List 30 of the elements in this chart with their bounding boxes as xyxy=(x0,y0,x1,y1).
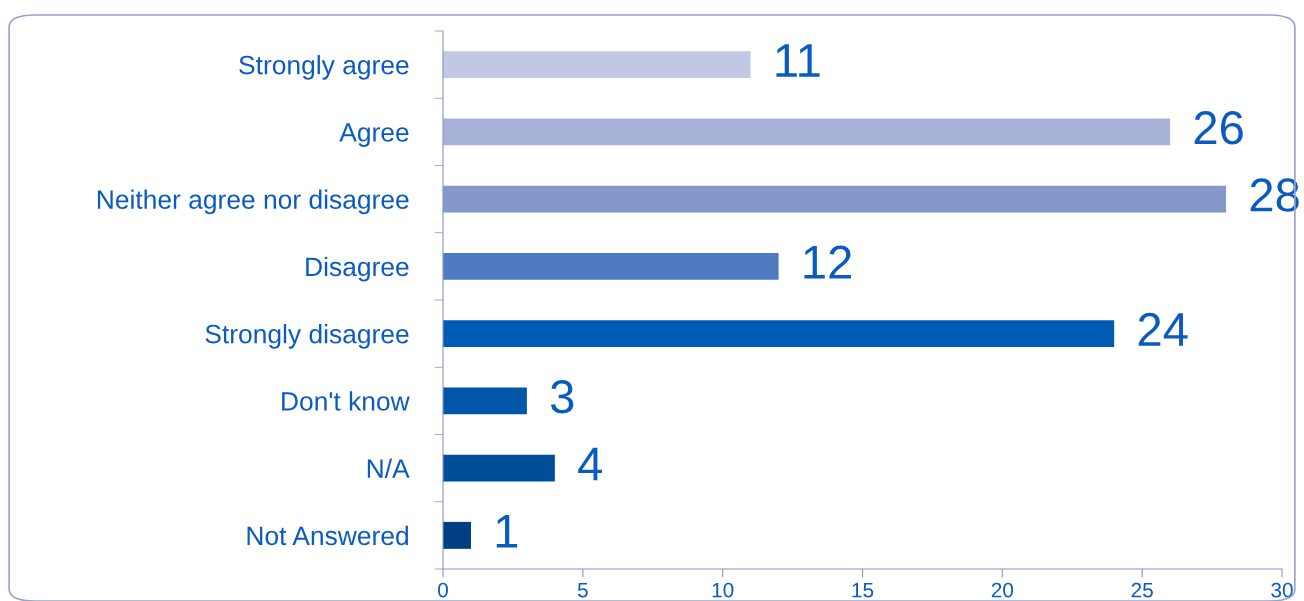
x-tick-label: 15 xyxy=(852,582,874,598)
x-tick-label: 10 xyxy=(712,582,734,598)
bar xyxy=(443,521,471,549)
data-label: 24 xyxy=(1138,312,1188,346)
bar xyxy=(443,320,1115,348)
x-tick-label: 25 xyxy=(1131,582,1153,598)
y-tick-label: Neither agree nor disagree xyxy=(97,189,409,215)
data-label: 11 xyxy=(776,44,820,77)
data-label: 4 xyxy=(578,447,602,481)
data-label: 28 xyxy=(1250,178,1299,212)
y-tick-label: N/A xyxy=(367,458,410,478)
x-tick-label: 20 xyxy=(991,582,1014,598)
bar xyxy=(443,454,555,482)
y-tick-label: Agree xyxy=(339,123,409,147)
y-tick-label: Disagree xyxy=(306,256,409,282)
bar xyxy=(443,387,527,415)
y-tick-label: Don't know xyxy=(282,391,410,411)
x-tick-label: 30 xyxy=(1271,582,1293,598)
data-label: 26 xyxy=(1194,111,1243,145)
bar xyxy=(443,118,1171,146)
data-label: 12 xyxy=(804,245,851,279)
x-tick-label: 0 xyxy=(438,582,448,598)
bar xyxy=(443,51,751,79)
bar xyxy=(443,252,779,280)
data-label: 1 xyxy=(496,515,518,548)
y-tick-label: Not Answered xyxy=(247,525,408,546)
y-tick-label: Strongly agree xyxy=(239,55,409,80)
y-tick-label: Strongly disagree xyxy=(205,324,409,349)
data-label: 3 xyxy=(550,380,574,414)
x-tick-label: 5 xyxy=(577,582,588,598)
